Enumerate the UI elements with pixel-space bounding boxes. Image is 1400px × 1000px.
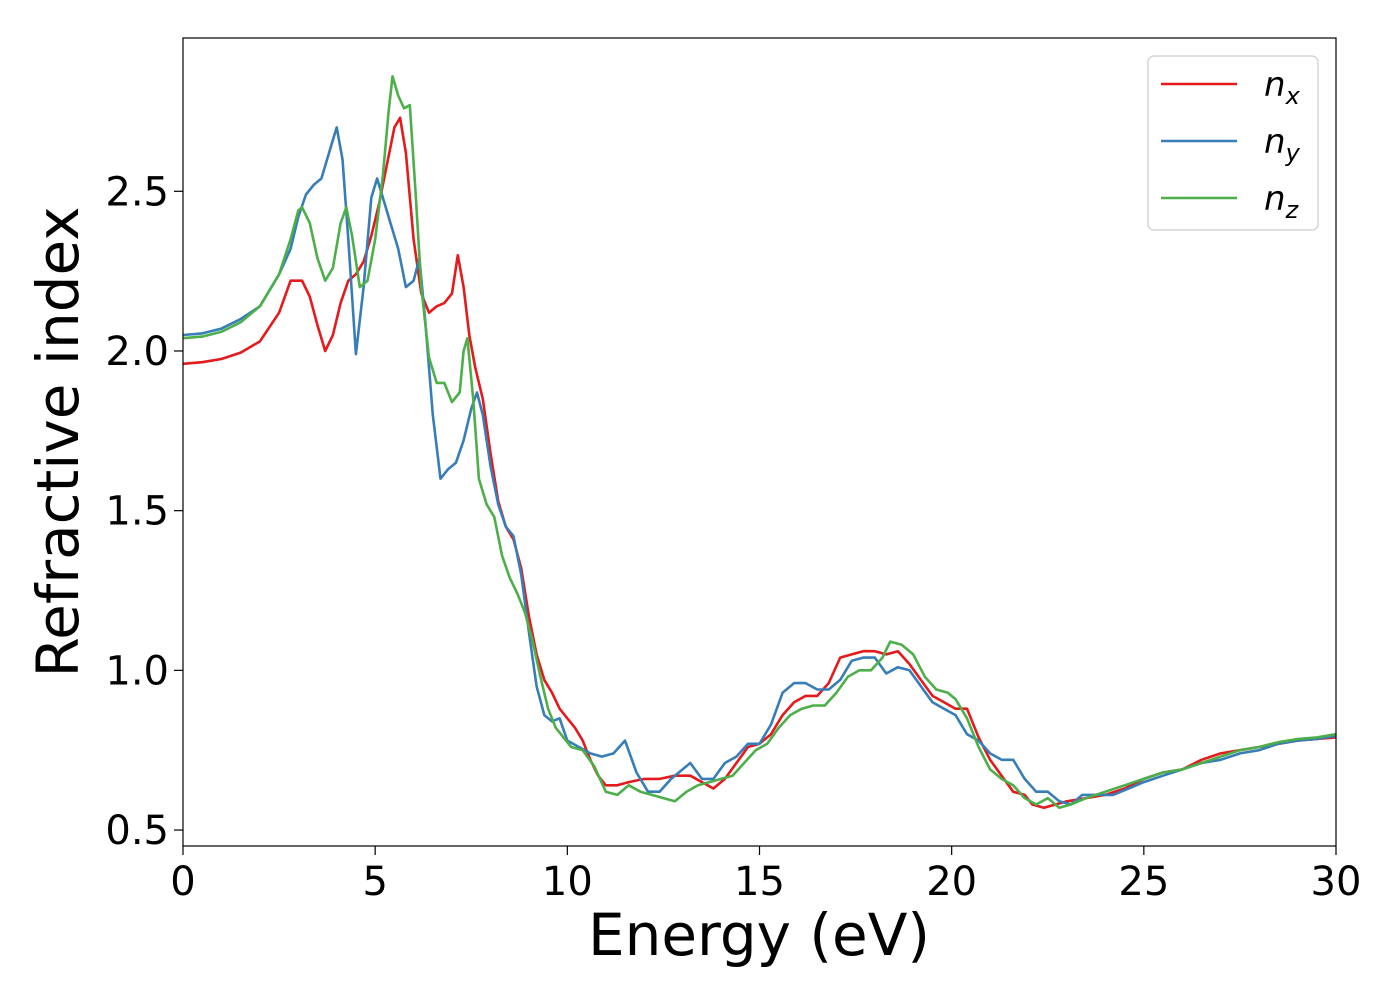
x-tick-label: 0 <box>170 859 195 905</box>
y-tick-label: 1.0 <box>105 648 169 694</box>
y-tick-label: 0.5 <box>105 808 169 854</box>
y-tick-label: 2.5 <box>105 169 169 215</box>
x-tick-label: 30 <box>1311 859 1362 905</box>
y-tick-label: 2.0 <box>105 329 169 375</box>
y-tick-label: 1.5 <box>105 489 169 535</box>
series-line-n-y <box>183 126 1336 806</box>
x-tick-label: 5 <box>362 859 387 905</box>
axes: 0 5 10 15 20 25 30 0.5 1.0 1.5 2.0 2.5 <box>105 37 1362 905</box>
legend-box <box>1147 55 1319 231</box>
x-tick-label: 15 <box>734 859 785 905</box>
series-line-n-z <box>183 75 1336 809</box>
x-axis-title: Energy (eV) <box>588 901 930 969</box>
x-tick-label: 10 <box>542 859 593 905</box>
y-axis-title: Refractive index <box>24 206 92 677</box>
plot-area <box>183 75 1336 809</box>
x-tick-label: 20 <box>926 859 977 905</box>
legend-label: nx <box>1264 65 1301 110</box>
x-tick-label: 25 <box>1118 859 1169 905</box>
